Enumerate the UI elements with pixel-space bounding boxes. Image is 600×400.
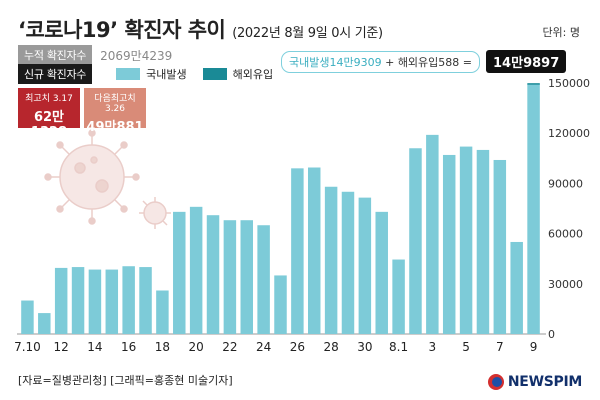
bar-domestic — [476, 149, 490, 334]
y-tick-label: 120000 — [548, 127, 590, 140]
bar-domestic — [105, 269, 119, 334]
bar-domestic — [510, 241, 523, 334]
bar-domestic — [307, 167, 321, 334]
bar-domestic — [240, 220, 254, 334]
bar-domestic — [122, 266, 135, 334]
x-tick-label: 30 — [357, 340, 372, 354]
bar-domestic — [274, 275, 287, 334]
bar-domestic — [291, 168, 304, 334]
bar-domestic — [173, 211, 186, 334]
bar-domestic — [156, 290, 169, 334]
callout-equals: = — [462, 55, 473, 69]
bar-domestic — [324, 186, 338, 334]
bar-domestic — [375, 211, 388, 334]
cumulative-row: 누적 확진자수 2069만4239 — [18, 45, 172, 65]
x-tick-label: 7 — [496, 340, 504, 354]
newspim-logo: NEWSPIM — [487, 374, 582, 390]
x-tick-label: 28 — [323, 340, 338, 354]
legend-swatch-domestic — [116, 68, 141, 80]
bar-domestic — [54, 267, 68, 334]
x-tick-label: 24 — [256, 340, 271, 354]
y-tick-label: 90000 — [548, 177, 583, 190]
bar-domestic — [38, 313, 51, 334]
bar-domestic — [459, 146, 473, 334]
logo-icon — [487, 374, 504, 390]
callout-total: 14만9897 — [486, 50, 567, 73]
y-tick-label: 150000 — [548, 77, 590, 90]
bar-domestic — [358, 197, 372, 334]
chart-title: ‘코로나19’ 확진자 추이 (2022년 8월 9일 0시 기준) — [18, 14, 383, 44]
legend: 국내발생 해외유입 — [116, 66, 273, 82]
source-credit: [자료=질병관리청] [그래픽=홍종현 미술기자] — [18, 374, 233, 387]
new-cases-row: 신규 확진자수 국내발생 해외유입 — [18, 64, 273, 84]
bar-domestic — [392, 259, 405, 334]
peak-highest-label: 최고치 3.17 — [25, 94, 73, 104]
x-tick-label: 5 — [462, 340, 470, 354]
y-tick-label: 0 — [548, 328, 555, 341]
cumulative-label: 누적 확진자수 — [18, 45, 93, 65]
x-tick-label: 20 — [189, 340, 204, 354]
peak-highest-badge: 최고치 3.17 62만1328 — [18, 88, 80, 140]
legend-label-domestic: 국내발생 — [146, 68, 187, 81]
y-tick-label: 60000 — [548, 228, 583, 241]
bar-domestic — [206, 215, 220, 334]
callout-plus: + — [385, 55, 395, 69]
callout-domestic: 국내발생14만9309 — [289, 55, 382, 69]
cumulative-value: 2069만4239 — [100, 48, 173, 63]
bar-domestic — [527, 84, 540, 334]
unit-label: 단위: 명 — [542, 26, 580, 39]
bar-domestic — [257, 225, 270, 334]
bar-domestic — [223, 220, 237, 334]
x-tick-label: 8.1 — [389, 340, 408, 354]
bar-domestic — [493, 159, 507, 334]
peak-second-label: 다음최고치 3.26 — [94, 94, 136, 114]
bar-domestic — [409, 148, 422, 334]
latest-callout: 국내발생14만9309 + 해외유입588 = 14만9897 — [281, 50, 567, 73]
x-tick-label: 12 — [54, 340, 69, 354]
legend-swatch-overseas — [202, 68, 227, 80]
callout-overseas: 해외유입588 — [397, 55, 460, 69]
y-tick-label: 30000 — [548, 278, 583, 291]
peak-highest-value: 62만1328 — [30, 110, 68, 140]
peak-second-badge: 다음최고치 3.26 49만881 — [84, 88, 146, 135]
x-tick-label: 9 — [530, 340, 538, 354]
x-tick-label: 7.10 — [14, 340, 41, 354]
x-tick-label: 22 — [222, 340, 237, 354]
x-tick-label: 26 — [290, 340, 305, 354]
bar-domestic — [442, 154, 456, 334]
bar-domestic — [88, 269, 102, 334]
bar-overseas — [527, 83, 540, 85]
bar-domestic — [21, 300, 34, 334]
bar-domestic — [189, 206, 203, 334]
bar-domestic — [341, 191, 355, 334]
legend-label-overseas: 해외유입 — [232, 68, 274, 81]
x-tick-label: 16 — [121, 340, 136, 354]
new-cases-label: 신규 확진자수 — [18, 64, 93, 84]
logo-text: NEWSPIM — [507, 374, 582, 390]
title-main: ‘코로나19’ 확진자 추이 — [18, 18, 226, 42]
peak-second-value: 49만881 — [86, 120, 144, 135]
title-subtitle: (2022년 8월 9일 0시 기준) — [232, 26, 383, 41]
bar-domestic — [139, 267, 152, 334]
bar-domestic — [426, 134, 439, 334]
x-tick-label: 3 — [429, 340, 437, 354]
x-tick-label: 18 — [155, 340, 170, 354]
bar-domestic — [71, 267, 85, 334]
callout-formula: 국내발생14만9309 + 해외유입588 = — [281, 50, 481, 73]
x-tick-label: 14 — [87, 340, 102, 354]
